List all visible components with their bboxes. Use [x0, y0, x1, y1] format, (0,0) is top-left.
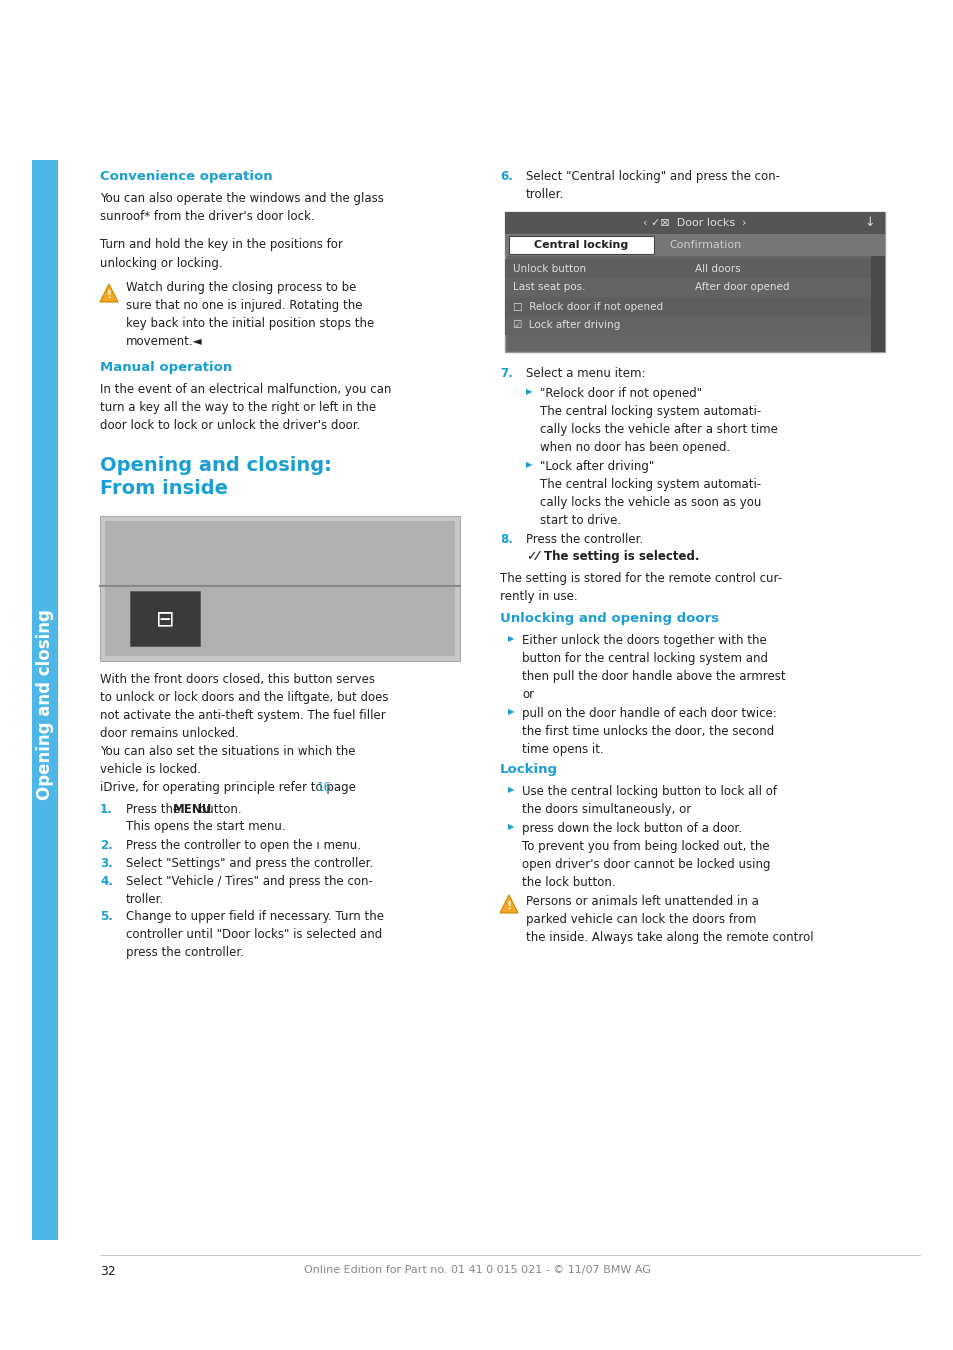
- Text: 1.: 1.: [100, 803, 112, 815]
- Bar: [504, 297, 884, 316]
- Text: ↓: ↓: [863, 216, 874, 230]
- Text: 4.: 4.: [100, 875, 112, 888]
- Text: Persons or animals left unattended in a
parked vehicle can lock the doors from
t: Persons or animals left unattended in a …: [525, 895, 813, 944]
- Bar: [504, 278, 884, 297]
- Text: The central locking system automati-
cally locks the vehicle as soon as you
star: The central locking system automati- cal…: [539, 478, 760, 526]
- Text: "Relock door if not opened": "Relock door if not opened": [539, 387, 701, 400]
- Text: ⊟: ⊟: [155, 609, 174, 629]
- Text: ☑  Lock after driving: ☑ Lock after driving: [513, 320, 619, 331]
- Text: Press the: Press the: [126, 803, 184, 815]
- Text: ▶: ▶: [507, 634, 514, 643]
- Text: !: !: [506, 902, 511, 911]
- Text: pull on the door handle of each door twice:
the first time unlocks the door, the: pull on the door handle of each door twi…: [521, 707, 776, 756]
- Text: You can also set the situations in which the
vehicle is locked.: You can also set the situations in which…: [100, 745, 355, 776]
- Text: iDrive, for operating principle refer to page: iDrive, for operating principle refer to…: [100, 782, 359, 794]
- Bar: [504, 212, 884, 234]
- Text: □  Relock door if not opened: □ Relock door if not opened: [513, 301, 662, 312]
- Text: Manual operation: Manual operation: [100, 360, 232, 374]
- Bar: [509, 236, 654, 254]
- Text: ▶: ▶: [507, 822, 514, 832]
- Text: Convenience operation: Convenience operation: [100, 170, 273, 184]
- Bar: [504, 259, 884, 278]
- Text: !: !: [107, 290, 112, 300]
- Text: Select "Central locking" and press the con-
troller.: Select "Central locking" and press the c…: [525, 170, 780, 201]
- Text: press down the lock button of a door.
To prevent you from being locked out, the
: press down the lock button of a door. To…: [521, 822, 770, 890]
- Text: This opens the start menu.: This opens the start menu.: [126, 819, 285, 833]
- Text: 7.: 7.: [499, 367, 512, 379]
- Text: Confirmation: Confirmation: [668, 240, 740, 250]
- Text: Watch during the closing process to be
sure that no one is injured. Rotating the: Watch during the closing process to be s…: [126, 281, 374, 348]
- Text: Unlock button: Unlock button: [513, 263, 585, 274]
- Text: ✓⁄: ✓⁄: [525, 549, 538, 563]
- Text: Use the central locking button to lock all of
the doors simultaneously, or: Use the central locking button to lock a…: [521, 784, 776, 815]
- Text: "Lock after driving": "Lock after driving": [539, 460, 654, 472]
- Text: Opening and closing: Opening and closing: [36, 610, 54, 801]
- Text: ▶: ▶: [525, 460, 532, 468]
- Text: All doors: All doors: [695, 263, 740, 274]
- Text: 5.: 5.: [100, 910, 112, 923]
- Text: Last seat pos.: Last seat pos.: [513, 282, 585, 293]
- Text: 3.: 3.: [100, 857, 112, 869]
- Text: Unlocking and opening doors: Unlocking and opening doors: [499, 612, 719, 625]
- Text: 8.: 8.: [499, 533, 513, 545]
- Bar: [100, 516, 459, 662]
- Text: ‹ ✓⊠  Door locks  ›: ‹ ✓⊠ Door locks ›: [642, 217, 746, 228]
- Text: ▶: ▶: [525, 387, 532, 396]
- Bar: [105, 521, 455, 656]
- Text: The central locking system automati-
cally locks the vehicle after a short time
: The central locking system automati- cal…: [539, 405, 777, 454]
- Text: Either unlock the doors together with the
button for the central locking system : Either unlock the doors together with th…: [521, 634, 785, 701]
- Text: 16: 16: [316, 782, 332, 794]
- Text: Select "Settings" and press the controller.: Select "Settings" and press the controll…: [126, 857, 373, 869]
- Text: Press the controller.: Press the controller.: [525, 533, 642, 545]
- Bar: [504, 212, 884, 352]
- Text: In the event of an electrical malfunction, you can
turn a key all the way to the: In the event of an electrical malfunctio…: [100, 383, 391, 432]
- Bar: [32, 161, 58, 1241]
- Text: The setting is stored for the remote control cur-
rently in use.: The setting is stored for the remote con…: [499, 572, 781, 603]
- Text: ▶: ▶: [507, 707, 514, 716]
- Text: 32: 32: [100, 1265, 115, 1278]
- Text: With the front doors closed, this button serves
to unlock or lock doors and the : With the front doors closed, this button…: [100, 674, 388, 740]
- Text: Press the controller to open the ı menu.: Press the controller to open the ı menu.: [126, 838, 360, 852]
- Text: button.: button.: [195, 803, 241, 815]
- Text: Select "Vehicle / Tires" and press the con-
troller.: Select "Vehicle / Tires" and press the c…: [126, 875, 373, 906]
- Text: Change to upper field if necessary. Turn the
controller until "Door locks" is se: Change to upper field if necessary. Turn…: [126, 910, 384, 958]
- Text: Central locking: Central locking: [534, 240, 628, 250]
- Bar: [504, 234, 884, 256]
- Text: Locking: Locking: [499, 763, 558, 776]
- Polygon shape: [100, 284, 118, 302]
- Text: 2.: 2.: [100, 838, 112, 852]
- Text: ▶: ▶: [507, 784, 514, 794]
- Text: The setting is selected.: The setting is selected.: [543, 549, 699, 563]
- Text: Select a menu item:: Select a menu item:: [525, 367, 645, 379]
- Text: 6.: 6.: [499, 170, 513, 184]
- Text: After door opened: After door opened: [695, 282, 789, 293]
- Bar: [504, 316, 884, 335]
- Text: You can also operate the windows and the glass
sunroof* from the driver's door l: You can also operate the windows and the…: [100, 192, 383, 224]
- Text: MENU: MENU: [173, 803, 213, 815]
- Polygon shape: [499, 895, 517, 913]
- Text: Opening and closing:
From inside: Opening and closing: From inside: [100, 456, 332, 498]
- Text: Turn and hold the key in the positions for
unlocking or locking.: Turn and hold the key in the positions f…: [100, 238, 342, 270]
- Text: Online Edition for Part no. 01 41 0 015 021 - © 11/07 BMW AG: Online Edition for Part no. 01 41 0 015 …: [303, 1265, 650, 1274]
- Bar: [870, 256, 884, 352]
- Bar: [130, 591, 200, 647]
